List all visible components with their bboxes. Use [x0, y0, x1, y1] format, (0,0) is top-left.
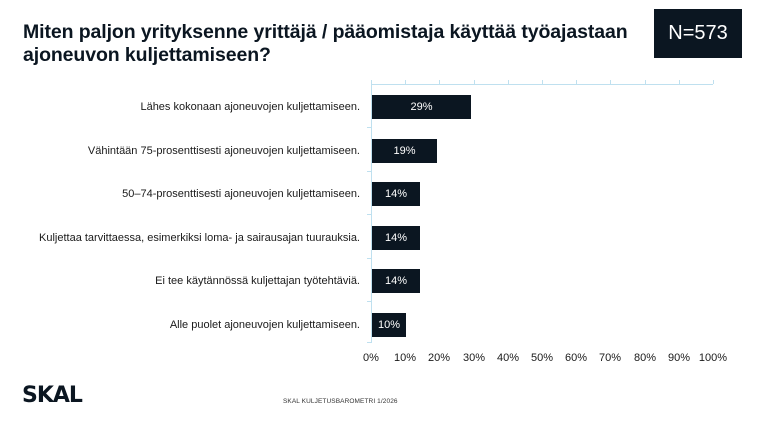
- category-label: Kuljettaa tarvittaessa, esimerkiksi loma…: [39, 232, 360, 244]
- top-axis-tick: [405, 80, 406, 84]
- bar-row: Lähes kokonaan ajoneuvojen kuljettamisee…: [0, 95, 767, 119]
- x-tick-label: 50%: [530, 352, 554, 364]
- bar-row: Vähintään 75-prosenttisesti ajoneuvojen …: [0, 139, 767, 163]
- bar: 10%: [372, 313, 406, 337]
- top-axis-tick: [439, 80, 440, 84]
- top-axis-tick: [474, 80, 475, 84]
- chart-title: Miten paljon yrityksenne yrittäjä / pääo…: [23, 21, 628, 66]
- top-axis-tick: [542, 80, 543, 84]
- top-axis-line: [371, 84, 713, 85]
- bar-value-label: 14%: [384, 275, 408, 287]
- top-axis-tick: [508, 80, 509, 84]
- bar: 14%: [372, 182, 420, 206]
- top-axis-tick: [371, 80, 372, 84]
- bar-value-label: 14%: [384, 188, 408, 200]
- bar: 14%: [372, 226, 420, 250]
- bar-row: Kuljettaa tarvittaessa, esimerkiksi loma…: [0, 226, 767, 250]
- sample-size-badge: N=573: [654, 9, 742, 58]
- top-axis-tick: [576, 80, 577, 84]
- source-footer: SKAL KULJETUSBAROMETRI 1/2026: [283, 398, 398, 405]
- y-axis-tick: [367, 214, 371, 215]
- bar-value-label: 14%: [384, 232, 408, 244]
- x-tick-label: 80%: [633, 352, 657, 364]
- y-axis-tick: [367, 258, 371, 259]
- category-label: Alle puolet ajoneuvojen kuljettamiseen.: [169, 319, 360, 331]
- bar-value-label: 10%: [377, 319, 401, 331]
- top-axis-tick: [679, 80, 680, 84]
- bar: 29%: [372, 95, 471, 119]
- x-tick-label: 0%: [363, 352, 379, 364]
- bar-row: Alle puolet ajoneuvojen kuljettamiseen. …: [0, 313, 767, 337]
- top-axis-tick: [610, 80, 611, 84]
- category-label: 50–74-prosenttisesti ajoneuvojen kuljett…: [122, 188, 360, 200]
- y-axis-tick: [367, 342, 371, 343]
- bar-row: 50–74-prosenttisesti ajoneuvojen kuljett…: [0, 182, 767, 206]
- x-tick-label: 30%: [462, 352, 486, 364]
- x-tick-label: 40%: [496, 352, 520, 364]
- y-axis-tick: [367, 171, 371, 172]
- bar: 19%: [372, 139, 437, 163]
- x-tick-label: 90%: [667, 352, 691, 364]
- x-tick-label: 70%: [598, 352, 622, 364]
- bar-value-label: 29%: [410, 101, 433, 113]
- top-axis-tick: [645, 80, 646, 84]
- y-axis-tick: [367, 301, 371, 302]
- category-label: Ei tee käytännössä kuljettajan työtehtäv…: [155, 275, 360, 287]
- y-axis-tick: [367, 127, 371, 128]
- bar-row: Ei tee käytännössä kuljettajan työtehtäv…: [0, 269, 767, 293]
- sample-size-label: N=573: [668, 22, 728, 44]
- x-tick-label: 10%: [393, 352, 417, 364]
- bar-value-label: 19%: [393, 145, 416, 157]
- x-tick-label: 100%: [698, 352, 728, 364]
- category-label: Vähintään 75-prosenttisesti ajoneuvojen …: [87, 145, 360, 157]
- bar: 14%: [372, 269, 420, 293]
- x-tick-label: 60%: [564, 352, 588, 364]
- top-axis-tick: [713, 80, 714, 84]
- x-tick-label: 20%: [427, 352, 451, 364]
- y-axis-line: [371, 84, 372, 343]
- skal-logo: SKAL: [22, 383, 83, 408]
- category-label: Lähes kokonaan ajoneuvojen kuljettamisee…: [140, 101, 360, 113]
